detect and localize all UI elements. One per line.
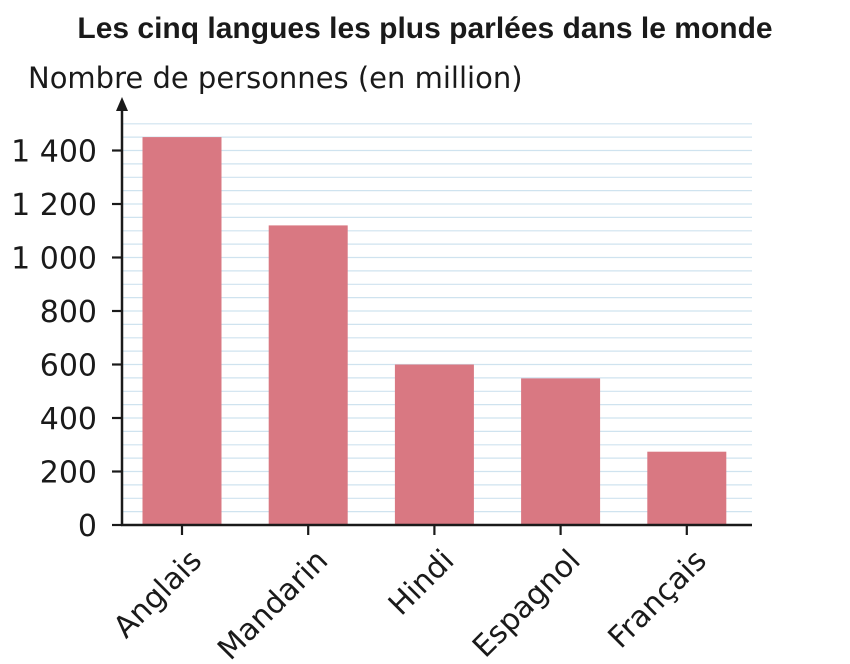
category-label-hindi: Hindi: [382, 543, 461, 622]
x-ticks: Anglais Mandarin Hindi Espagnol Français: [107, 525, 714, 664]
y-tick-label: 0: [78, 509, 97, 544]
y-tick-label: 600: [40, 349, 97, 384]
y-tick-label: 1 400: [11, 135, 97, 170]
y-ticks: 0 200 400 600 800 1 000 1 200 1 400: [11, 135, 122, 544]
bar-anglais: [142, 137, 222, 525]
category-label-espagnol: Espagnol: [466, 543, 587, 664]
y-tick-label: 200: [40, 456, 97, 491]
bar-espagnol: [521, 378, 601, 525]
y-tick-label: 800: [40, 295, 97, 330]
y-tick-label: 1 200: [11, 188, 97, 223]
y-axis-label: Nombre de personnes (en million): [28, 61, 523, 95]
bar-mandarin: [268, 225, 348, 525]
bars: [142, 137, 727, 525]
y-axis-arrow: [116, 97, 128, 111]
axes: [116, 97, 752, 527]
y-tick-label: 400: [40, 402, 97, 437]
category-label-mandarin: Mandarin: [211, 543, 335, 664]
gridlines: [122, 123, 752, 513]
bar-hindi: [394, 364, 474, 525]
chart-title: Les cinq langues les plus parlées dans l…: [77, 12, 772, 45]
category-label-français: Français: [602, 543, 714, 655]
category-label-anglais: Anglais: [107, 543, 209, 645]
bar-français: [647, 451, 727, 525]
y-tick-label: 1 000: [11, 242, 97, 277]
